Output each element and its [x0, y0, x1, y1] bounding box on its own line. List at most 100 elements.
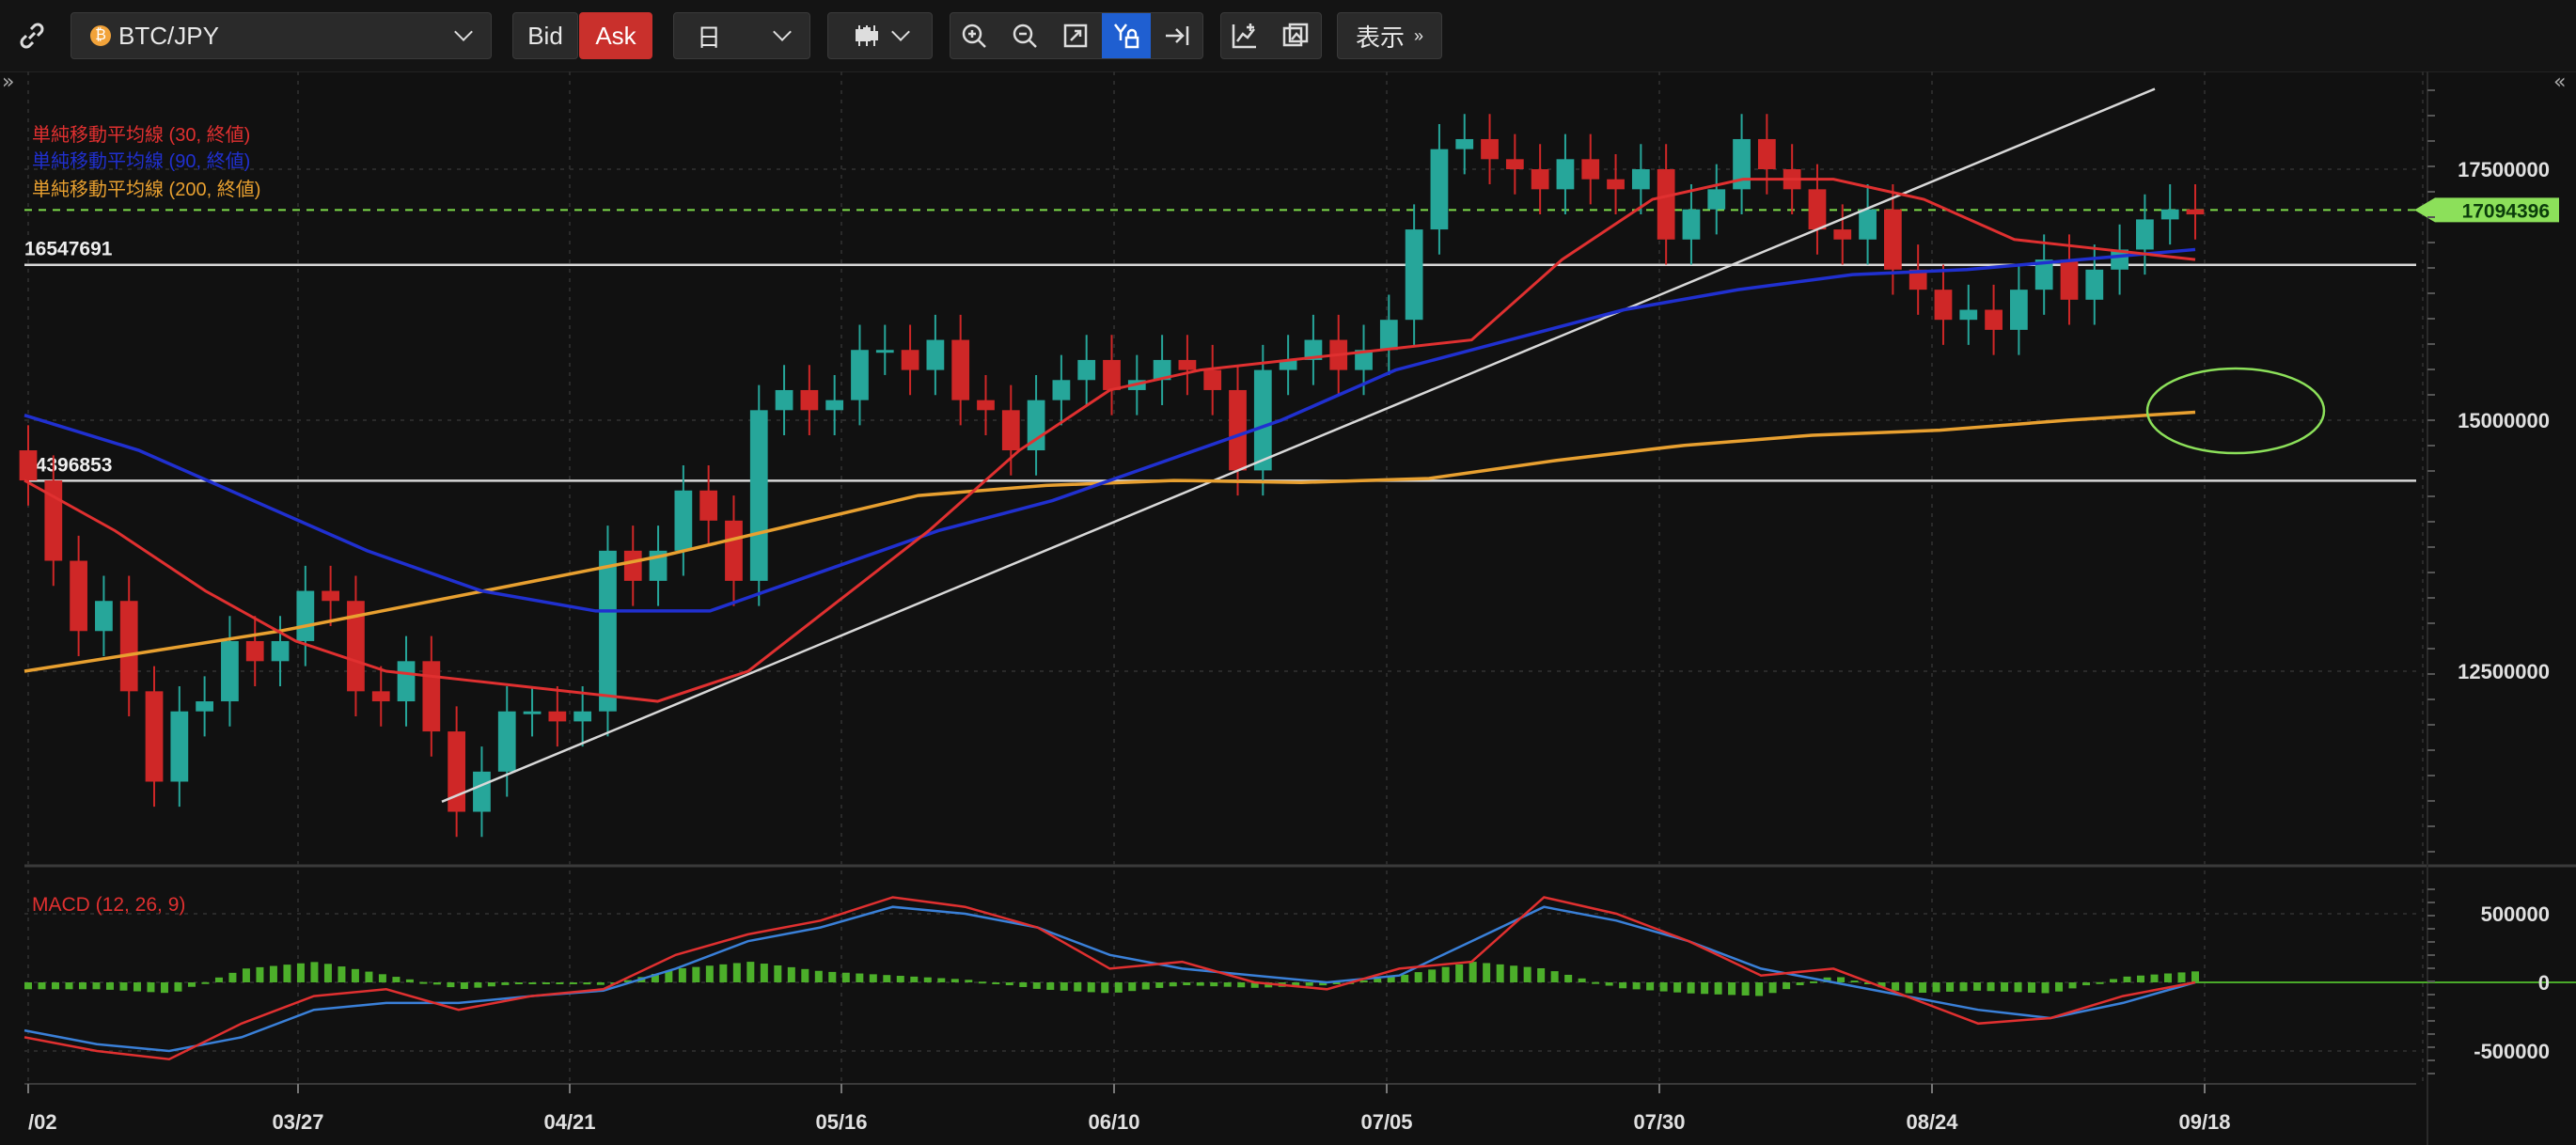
- macd-histogram-bar: [1060, 982, 1068, 991]
- macd-histogram-bar: [1905, 982, 1913, 994]
- macd-histogram-bar: [937, 978, 946, 982]
- display-menu-button[interactable]: 表示 »: [1337, 12, 1442, 59]
- horizontal-line-label: 14396853: [24, 454, 112, 476]
- bitcoin-icon: ₿: [90, 25, 111, 46]
- macd-histogram-bar: [1796, 982, 1804, 986]
- macd-histogram-bar: [38, 982, 46, 990]
- macd-histogram-bar: [1728, 982, 1736, 996]
- macd-histogram-bar: [542, 982, 550, 984]
- macd-histogram-bar: [187, 982, 196, 987]
- chevron-down-icon: [773, 23, 792, 41]
- candle-body: [1077, 359, 1096, 381]
- macd-histogram-bar: [2014, 982, 2022, 993]
- macd-histogram-bar: [774, 965, 782, 982]
- x-axis-tick-label: 07/05: [1360, 1110, 1412, 1134]
- macd-histogram-bar: [2110, 979, 2118, 982]
- macd-histogram-bar: [705, 965, 714, 982]
- macd-histogram-bar: [1755, 982, 1764, 996]
- candle-body: [1581, 159, 1600, 180]
- macd-histogram-bar: [856, 973, 864, 982]
- scroll-to-end-icon[interactable]: [1153, 12, 1202, 59]
- macd-histogram-bar: [896, 976, 904, 982]
- macd-histogram-bar: [1332, 982, 1341, 984]
- macd-histogram-bar: [2123, 976, 2131, 982]
- price-chart[interactable]: 16547691 14396853 17094396 MACD (12, 26, 9…: [0, 71, 2576, 1145]
- candle-body: [926, 339, 945, 370]
- zoom-in-icon[interactable]: [950, 12, 998, 59]
- macd-histogram-bar: [1714, 982, 1722, 995]
- macd-histogram-bar: [1892, 982, 1900, 991]
- macd-histogram-bar: [2164, 973, 2173, 982]
- macd-histogram-bar: [883, 975, 891, 982]
- macd-histogram-bar: [1032, 982, 1041, 989]
- macd-histogram-bar: [787, 966, 795, 982]
- candle-body: [196, 701, 213, 712]
- candlestick-icon: [856, 25, 878, 46]
- candle-body: [1103, 359, 1121, 390]
- macd-histogram-bar: [133, 982, 141, 992]
- candle-body: [70, 560, 87, 632]
- y-axis-lock-icon[interactable]: [1102, 13, 1151, 58]
- ma90-line: [24, 247, 2196, 613]
- macd-histogram-bar: [1005, 982, 1013, 986]
- legend-ma90: 単純移動平均線 (90, 終値): [32, 151, 251, 172]
- candle-body: [1985, 309, 2003, 330]
- candle-body: [1178, 359, 1197, 370]
- trendline: [441, 87, 2156, 803]
- chart-type-select[interactable]: [827, 12, 933, 59]
- macd-histogram-bar: [1210, 982, 1218, 987]
- macd-histogram-bar: [1169, 982, 1177, 987]
- macd-histogram-bar: [310, 962, 319, 982]
- screenshot-icon[interactable]: [1271, 12, 1320, 59]
- macd-histogram-bar: [1141, 982, 1150, 990]
- x-axis-tick-label: 05/16: [815, 1110, 867, 1134]
- ask-button[interactable]: Ask: [579, 12, 652, 59]
- ma200-line: [24, 410, 2196, 673]
- candle-body: [497, 711, 516, 772]
- collapse-right-icon[interactable]: «: [2553, 71, 2566, 94]
- macd-histogram-bar: [1101, 982, 1109, 994]
- macd-histogram-bar: [228, 972, 237, 982]
- macd-histogram-bar: [1550, 971, 1559, 982]
- macd-histogram-bar: [719, 964, 728, 982]
- macd-histogram-bar: [1687, 982, 1695, 994]
- add-indicator-icon[interactable]: [1220, 12, 1269, 59]
- macd-histogram-bar: [460, 982, 468, 990]
- macd-histogram-bar: [269, 965, 277, 982]
- candle-body: [1808, 189, 1827, 230]
- legend-ma30: 単純移動平均線 (30, 終値): [32, 125, 251, 146]
- link-icon[interactable]: [8, 12, 56, 59]
- candle-body: [977, 400, 995, 411]
- candle-body: [1253, 369, 1272, 471]
- zoom-out-icon[interactable]: [1000, 12, 1049, 59]
- timeframe-select[interactable]: 日: [673, 12, 810, 59]
- symbol-select[interactable]: ₿ BTC/JPY: [71, 12, 492, 59]
- candle-body: [170, 711, 189, 782]
- macd-histogram-bar: [201, 981, 210, 984]
- legend-ma200: 単純移動平均線 (200, 終値): [32, 180, 261, 200]
- candle-body: [1379, 320, 1398, 351]
- candle-body: [2160, 209, 2179, 220]
- candle-body: [2136, 219, 2154, 250]
- macd-histogram-bar: [1605, 982, 1613, 986]
- macd-histogram-bar: [950, 979, 959, 982]
- macd-legend: MACD (12, 26, 9): [32, 894, 185, 916]
- macd-histogram-bar: [24, 982, 32, 990]
- macd-histogram-bar: [869, 974, 877, 982]
- bid-button[interactable]: Bid: [512, 12, 578, 59]
- macd-histogram-bar: [2177, 972, 2186, 982]
- macd-histogram-bar: [147, 982, 155, 993]
- fit-icon[interactable]: [1051, 12, 1100, 59]
- macd-histogram-bar: [514, 982, 523, 984]
- macd-histogram-bar: [1673, 982, 1682, 993]
- macd-histogram-bar: [1864, 982, 1873, 984]
- candle-body: [800, 389, 819, 411]
- collapse-left-icon[interactable]: »: [2, 71, 14, 94]
- x-axis-tick-label: /02: [28, 1110, 57, 1134]
- macd-histogram-bar: [1987, 982, 1995, 992]
- macd-histogram-bar: [841, 972, 850, 982]
- candle-body: [1556, 159, 1575, 190]
- macd-histogram-bar: [174, 982, 182, 992]
- candle-body: [1455, 138, 1474, 149]
- candle-body: [1883, 209, 1902, 270]
